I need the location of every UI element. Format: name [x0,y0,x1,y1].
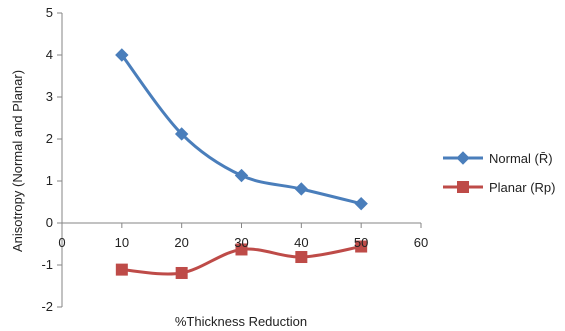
data-point [295,251,308,264]
legend-label: Normal (R̄) [489,151,553,166]
y-tick-label: 4 [46,47,53,62]
y-tick-label: 0 [46,215,53,230]
axes [57,12,422,308]
x-tick-label: 30 [234,235,248,250]
data-point [175,266,188,279]
plot-area [115,48,368,279]
x-tick-label: 60 [414,235,428,250]
data-point [174,127,189,141]
x-tick-label: 20 [174,235,188,250]
x-tick-label: 50 [354,235,368,250]
data-point [355,240,368,253]
series-normal [115,48,368,211]
y-tick-label: -2 [41,299,53,314]
y-tick-label: 3 [46,89,53,104]
legend-label: Planar (Rp) [489,180,555,195]
data-point [354,196,368,211]
y-tick-label: 2 [46,131,53,146]
y-tick-label: -1 [41,257,53,272]
legend-marker [456,151,470,165]
data-point [115,263,128,276]
series-planar [115,240,368,279]
legend-item: Normal (R̄) [443,151,553,166]
y-axis-title: Anisotropy (Normal and Planar) [10,70,25,252]
x-tick-label: 10 [115,235,129,250]
legend-marker [457,181,469,193]
y-tick-label: 5 [46,5,53,20]
data-point [234,168,249,183]
data-point [115,48,129,62]
x-tick-label: 0 [58,235,65,250]
legend: Normal (R̄) Planar (Rp) [443,151,555,195]
y-tick-label: 1 [46,173,53,188]
data-point [294,182,309,196]
x-tick-label: 40 [294,235,308,250]
data-point [235,243,248,256]
x-axis-title: %Thickness Reduction [175,314,307,329]
legend-item: Planar (Rp) [443,180,555,195]
